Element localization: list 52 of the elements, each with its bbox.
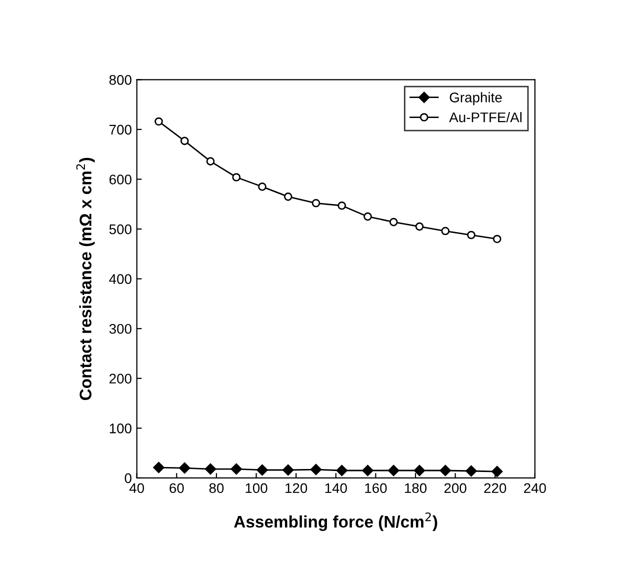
x-tick-label: 160 [365, 483, 387, 494]
y-tick-label: 0 [124, 473, 132, 484]
point [336, 464, 348, 476]
point [206, 157, 215, 166]
point [466, 465, 477, 477]
legend-label: Au-PTFE/Al [449, 112, 522, 122]
x-tick-label: 240 [524, 483, 546, 494]
point [310, 464, 322, 476]
point [364, 212, 372, 221]
x-tick-label: 60 [170, 483, 184, 494]
point [312, 198, 320, 208]
x-tick-label: 120 [286, 483, 308, 494]
point [282, 464, 294, 476]
point [204, 463, 216, 475]
x-tick-label: 100 [246, 483, 268, 494]
point [284, 192, 292, 201]
y-tick-label: 500 [109, 224, 132, 234]
point [362, 464, 374, 476]
y-tick-label: 100 [110, 424, 132, 434]
point [467, 230, 476, 240]
point [415, 222, 424, 231]
point [388, 464, 400, 476]
point [256, 464, 268, 476]
x-tick-label: 40 [129, 483, 144, 494]
point [338, 201, 346, 210]
point [179, 462, 190, 474]
y-tick-label: 200 [110, 374, 132, 384]
y-tick-label: 600 [110, 174, 132, 184]
y-tick-label: 400 [109, 274, 132, 284]
point [258, 182, 266, 191]
point [180, 136, 189, 146]
y-tick-label: 700 [110, 124, 132, 135]
point [441, 226, 450, 236]
point [492, 234, 502, 244]
y-tick-label: 300 [109, 324, 132, 334]
x-tick-label: 220 [484, 483, 506, 494]
point [440, 464, 451, 476]
x-axis-title: Assembling force (N/cm$^{2}$) [234, 512, 438, 532]
legend-label: Graphite [450, 92, 502, 106]
y-tick-label: 800 [109, 74, 132, 85]
x-tick-label: 140 [325, 483, 347, 494]
point [232, 173, 241, 182]
x-tick-label: 80 [209, 483, 224, 494]
x-tick-label: 180 [404, 483, 427, 494]
point [414, 464, 426, 476]
point [154, 117, 163, 126]
point [230, 463, 242, 475]
y-axis-title: Contact resistance (mΩ x cm$^{2}$) [76, 158, 95, 400]
point [491, 466, 503, 478]
x-tick-label: 200 [444, 483, 466, 494]
point [389, 218, 398, 226]
point [153, 462, 164, 474]
